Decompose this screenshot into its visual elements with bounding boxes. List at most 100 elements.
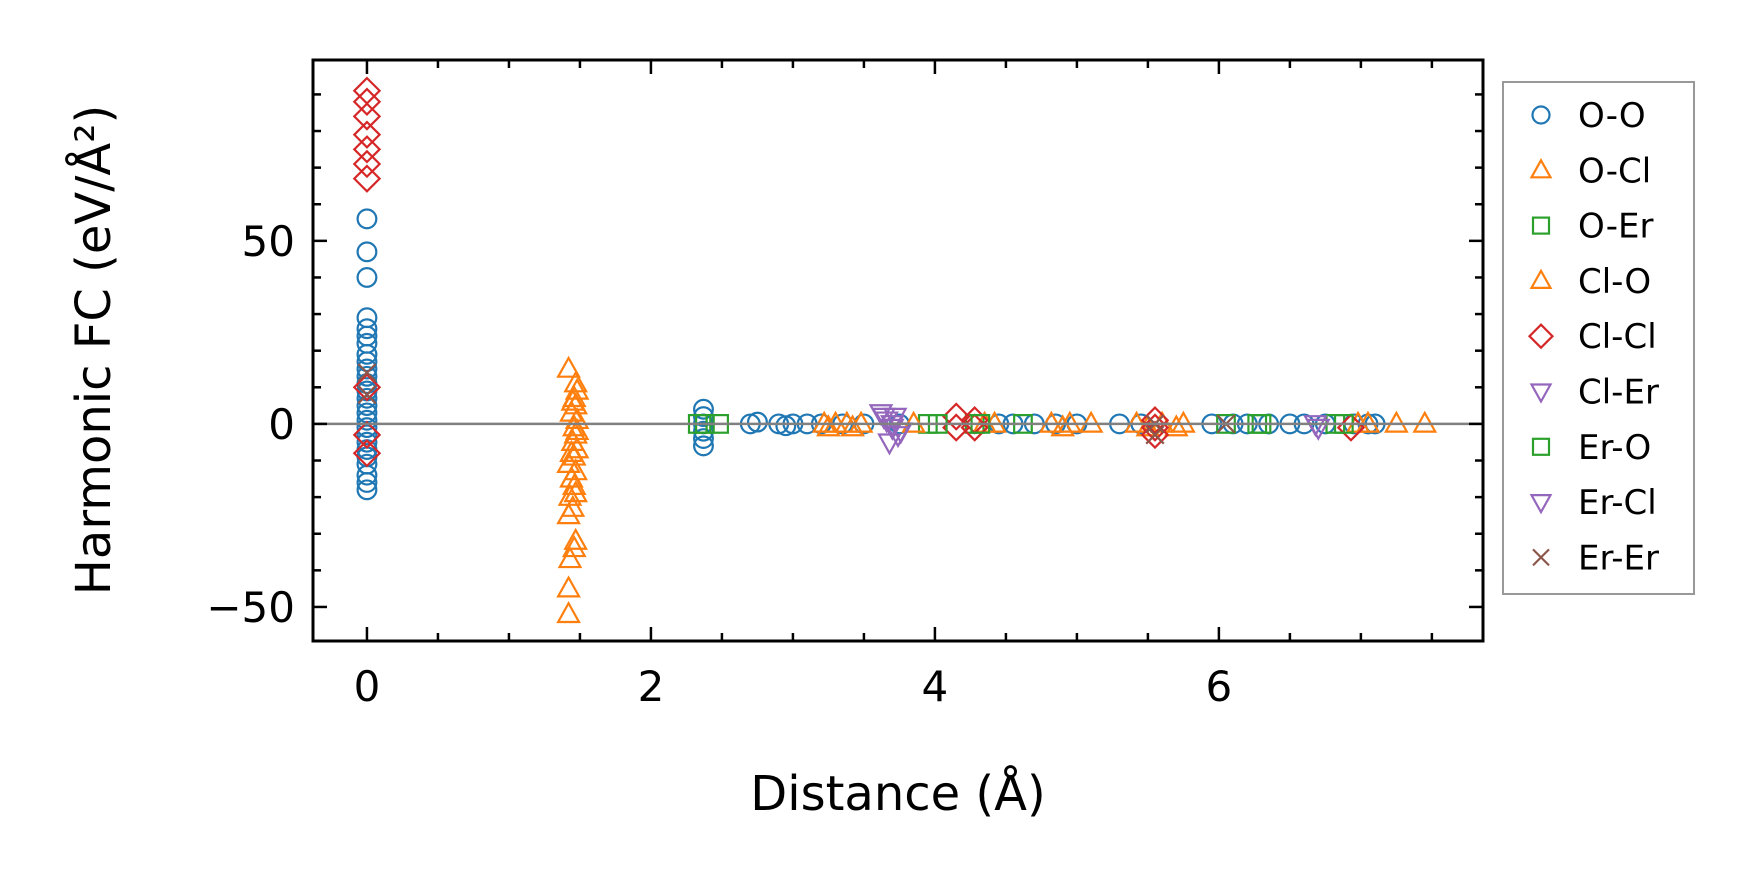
data-point — [352, 87, 382, 116]
data-point — [901, 410, 926, 433]
axes-frame — [311, 58, 1485, 643]
data-point — [356, 307, 378, 329]
series-cl-o — [559, 388, 1371, 503]
data-point — [1124, 410, 1149, 433]
data-point — [1057, 410, 1083, 433]
data-point — [356, 343, 378, 365]
data-point — [1171, 410, 1196, 433]
data-point — [352, 373, 382, 402]
data-point — [356, 387, 378, 409]
legend-item: Cl-Cl — [1527, 317, 1657, 357]
data-point — [1050, 414, 1076, 437]
data-point — [1412, 410, 1438, 433]
data-point — [559, 439, 584, 462]
legend-label: Er-Er — [1578, 538, 1659, 578]
x-tick-label: 0 — [354, 662, 381, 711]
data-point — [693, 435, 714, 457]
legend-marker-square-icon — [1531, 216, 1551, 235]
axis-ticks: 0 2 4 6 −50 0 50 — [206, 60, 1483, 711]
legend-marker-square-icon — [1531, 437, 1551, 456]
data-point — [356, 208, 378, 230]
legend-item: Cl-O — [1529, 262, 1651, 302]
data-point — [356, 472, 378, 493]
data-point — [564, 417, 590, 441]
legend-marker-triangle-down-icon — [1529, 494, 1553, 515]
legend-item: O-O — [1531, 96, 1646, 136]
data-point — [356, 409, 378, 431]
legend-marker-x-icon — [1532, 548, 1550, 567]
data-point — [1163, 414, 1189, 437]
data-point — [556, 502, 581, 525]
data-point — [352, 438, 382, 468]
data-point — [1039, 410, 1064, 433]
plot-area — [313, 76, 1483, 624]
data-point — [1145, 425, 1165, 445]
legend-marker-triangle-up-icon — [1529, 268, 1553, 289]
data-point — [1384, 410, 1409, 433]
legend-item: Er-Cl — [1529, 483, 1657, 523]
series-er-cl — [871, 407, 1328, 445]
data-point — [557, 546, 583, 569]
data-point — [879, 415, 905, 438]
legend-label: Cl-O — [1578, 262, 1651, 302]
x-tick-label: 2 — [638, 662, 665, 711]
data-point — [871, 407, 897, 430]
legend-label: O-Cl — [1578, 151, 1651, 191]
data-point — [1303, 415, 1328, 438]
legend-label: Cl-Cl — [1578, 317, 1657, 357]
data-point — [746, 411, 768, 433]
data-point — [356, 479, 378, 501]
series-o-o — [356, 208, 1386, 501]
legend-label: O-Er — [1578, 207, 1653, 247]
data-point — [834, 410, 860, 433]
data-point — [352, 102, 382, 131]
data-point — [556, 601, 581, 624]
legend-item: Er-O — [1531, 428, 1651, 468]
y-tick-label: −50 — [206, 583, 295, 632]
x-tick-label: 4 — [922, 662, 949, 711]
legend-item: O-Er — [1531, 207, 1653, 247]
data-point — [356, 395, 378, 417]
legend-label: Cl-Er — [1578, 373, 1659, 413]
data-point — [693, 428, 714, 449]
legend: O-O O-Cl O-Er Cl-O Cl-Cl Cl-Er Er-O Er-Cl Er-Er — [1502, 81, 1695, 595]
legend-item: Er-Er — [1532, 538, 1659, 578]
legend-label: O-O — [1578, 96, 1646, 136]
data-point — [356, 318, 378, 340]
data-point — [816, 414, 841, 437]
legend-marker-triangle-up-icon — [1529, 158, 1553, 179]
data-point — [942, 402, 971, 431]
y-tick-label: 0 — [268, 400, 295, 449]
data-point — [357, 385, 377, 405]
legend-marker-triangle-down-icon — [1529, 383, 1553, 404]
data-point — [693, 398, 714, 420]
legend-item: O-Cl — [1529, 151, 1651, 191]
data-point — [356, 417, 378, 439]
legend-label: Er-O — [1578, 428, 1651, 468]
data-point — [356, 241, 378, 263]
series-o-cl — [556, 355, 1438, 624]
legend-box — [1502, 81, 1695, 595]
y-tick-label: 50 — [242, 217, 295, 266]
data-point — [877, 433, 902, 456]
data-point — [563, 480, 589, 503]
data-point — [556, 355, 581, 378]
data-point — [356, 431, 378, 453]
x-tick-label: 6 — [1206, 662, 1233, 711]
data-point — [560, 388, 586, 411]
y-axis-label: Harmonic FC (eV/Å²) — [65, 105, 122, 595]
data-point — [879, 418, 905, 441]
x-axis-label: Distance (Å) — [750, 765, 1045, 822]
data-point — [1140, 420, 1170, 450]
series-cl-cl — [352, 76, 1366, 468]
data-point — [556, 575, 581, 598]
data-point — [1078, 410, 1104, 433]
data-point — [352, 149, 382, 179]
data-point — [352, 76, 382, 105]
data-point — [352, 120, 382, 149]
data-point — [352, 164, 382, 193]
data-point — [840, 414, 865, 437]
legend-marker-diamond-icon — [1527, 323, 1555, 350]
data-point — [356, 365, 378, 387]
data-point — [352, 420, 382, 450]
